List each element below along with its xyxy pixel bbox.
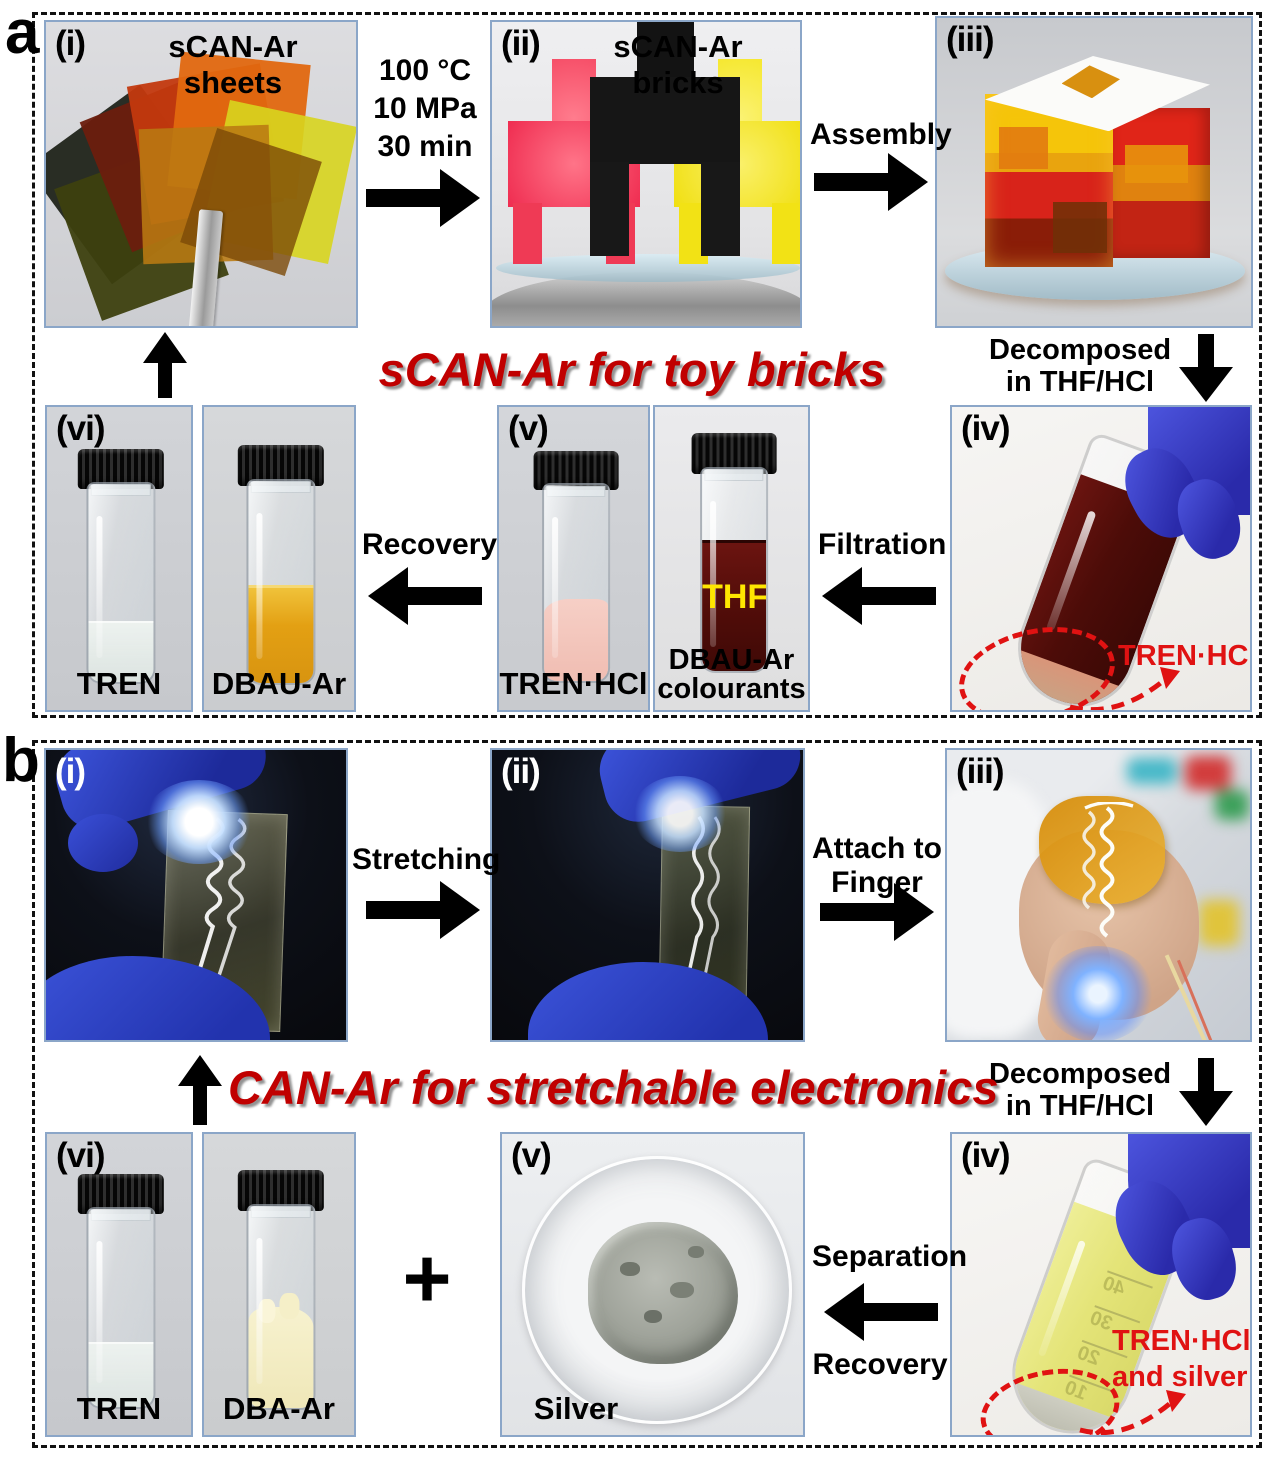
press-condition-temp: 100 °C xyxy=(378,54,472,87)
filtration-arrow-icon xyxy=(822,566,936,626)
separation-arrow-label-line1: Separation xyxy=(812,1240,968,1273)
powder-chunk xyxy=(258,1298,276,1323)
attach-arrow-icon xyxy=(820,882,934,942)
panel-a-photo-vi-tren: (vi) TREN xyxy=(45,405,193,712)
attach-arrow-label-line1: Attach to xyxy=(812,832,942,865)
tren-hcl-silver-annotation: TREN·HCl and silver xyxy=(1112,1325,1251,1393)
dashed-annotation-arrow xyxy=(1069,667,1180,710)
stretching-arrow-icon xyxy=(366,880,480,940)
panel-a-photo-v-colourants: THF DBAU-Ar colourants xyxy=(653,405,810,712)
panel-b-photo-v: (v) Silver xyxy=(500,1132,805,1437)
separation-arrow-label-line2: Recovery xyxy=(812,1348,948,1381)
step-tag: (iii) xyxy=(956,752,1004,791)
recycle-up-arrow-icon xyxy=(143,332,187,398)
decompose-label-line2: in THF/HCl xyxy=(1005,366,1155,398)
vial-label: TREN xyxy=(76,1391,162,1426)
serpentine-circuit-icon xyxy=(1082,802,1134,938)
panel-a-photo-i: (i) sCAN-Ar sheets xyxy=(44,20,358,328)
led-glow xyxy=(144,780,254,864)
amber-patch xyxy=(1039,796,1165,904)
panel-b-photo-iv: 40 30 20 10 TREN·HCl and silver (iv) xyxy=(950,1132,1252,1437)
panel-b-photo-ii: (ii) xyxy=(490,748,805,1042)
thf-overlay-label: THF xyxy=(702,577,768,616)
decompose-down-arrow-icon xyxy=(1178,334,1234,402)
assembled-cube xyxy=(985,56,1210,291)
vial-tren xyxy=(67,1174,175,1409)
panel-a-photo-iv: TREN·HCl (iv) xyxy=(950,405,1252,712)
led-glow xyxy=(1043,946,1153,1040)
step-tag: (iv) xyxy=(961,409,1010,448)
step-tag: (i) xyxy=(55,752,86,791)
stretching-arrow-label: Stretching xyxy=(352,843,501,876)
step-tag: (iii) xyxy=(946,20,994,59)
vial-tren xyxy=(67,449,175,684)
glass-dish xyxy=(496,254,800,282)
recovery-arrow-icon xyxy=(368,566,482,626)
decompose-down-arrow-icon xyxy=(1178,1058,1234,1126)
powder-speckle xyxy=(688,1246,704,1258)
powder-speckle xyxy=(644,1310,662,1323)
decompose-label-line1: Decomposed xyxy=(988,1058,1172,1090)
vial-label: DBAU-Ar xyxy=(211,666,347,701)
press-arrow-icon xyxy=(366,168,480,228)
press-condition-time: 30 min xyxy=(377,130,473,163)
panel-a-photo-iii: (iii) xyxy=(935,16,1253,328)
press-condition-pressure: 10 MPa xyxy=(373,92,477,125)
panel-b-photo-vi-tren: (vi) TREN xyxy=(45,1132,193,1437)
panel-a-border xyxy=(32,12,1262,718)
decompose-label-line2: in THF/HCl xyxy=(1005,1090,1155,1122)
powder-speckle xyxy=(670,1282,694,1298)
panel-b-title: CAN-Ar for stretchable electronics xyxy=(228,1061,999,1114)
brick-piece-black xyxy=(590,22,740,256)
vial-label: TREN·HCl xyxy=(499,666,648,701)
step-tag: (iv) xyxy=(961,1136,1010,1175)
assembly-arrow-icon xyxy=(814,152,928,212)
step-tag: (v) xyxy=(511,1136,552,1175)
silver-label: Silver xyxy=(533,1391,619,1426)
plus-sign: + xyxy=(402,1231,452,1325)
vial-label: TREN xyxy=(76,666,162,701)
decompose-label-line1: Decomposed xyxy=(988,334,1172,366)
silver-powder-heap xyxy=(588,1222,738,1364)
panel-a-photo-v-trenhcl: (v) TREN·HCl xyxy=(497,405,650,712)
panel-b-photo-iii: (iii) xyxy=(945,748,1252,1042)
tren-hcl-annotation: TREN·HCl xyxy=(1118,640,1252,672)
recycle-up-arrow-icon xyxy=(178,1055,222,1125)
step-tag: (ii) xyxy=(501,752,541,791)
step-tag: (v) xyxy=(508,409,549,448)
led-glow xyxy=(632,776,728,852)
vial-label: DBAU-Ar colourants xyxy=(657,643,806,706)
vial-label: DBA-Ar xyxy=(223,1391,335,1426)
panel-b-photo-i: (i) xyxy=(44,748,348,1042)
vial-dbau-colourants: THF xyxy=(681,433,787,673)
panel-a-photo-vi-dbau: DBAU-Ar xyxy=(202,405,356,712)
recovery-arrow-label: Recovery xyxy=(362,528,498,561)
panel-b-label: b xyxy=(2,726,40,795)
panel-a-photo-ii: (ii) sCAN-Ar bricks xyxy=(490,20,802,328)
vial-tren-hcl xyxy=(523,451,629,683)
vial-dbau-ar xyxy=(227,445,335,685)
dashed-annotation-arrow xyxy=(1079,1390,1186,1435)
panel-b-photo-vi-dba: DBA-Ar xyxy=(202,1132,356,1437)
photo-caption: sCAN-Ar sheets xyxy=(168,29,298,100)
step-tag: (vi) xyxy=(56,409,105,448)
powder-speckle xyxy=(620,1262,640,1276)
step-tag: (vi) xyxy=(56,1136,105,1175)
panel-a-label: a xyxy=(5,0,40,67)
step-tag: (i) xyxy=(55,24,86,63)
panel-b-border xyxy=(32,740,1262,1448)
separation-arrow-icon xyxy=(824,1282,938,1342)
blue-glove-finger xyxy=(68,814,138,872)
panel-a-title: sCAN-Ar for toy bricks xyxy=(378,343,886,396)
assembly-arrow-label: Assembly xyxy=(810,118,952,151)
powder-chunk xyxy=(279,1292,300,1319)
filtration-arrow-label: Filtration xyxy=(818,528,947,561)
vial-dba-ar xyxy=(227,1170,335,1410)
photo-caption: sCAN-Ar bricks xyxy=(613,29,743,100)
step-tag: (ii) xyxy=(501,24,541,63)
